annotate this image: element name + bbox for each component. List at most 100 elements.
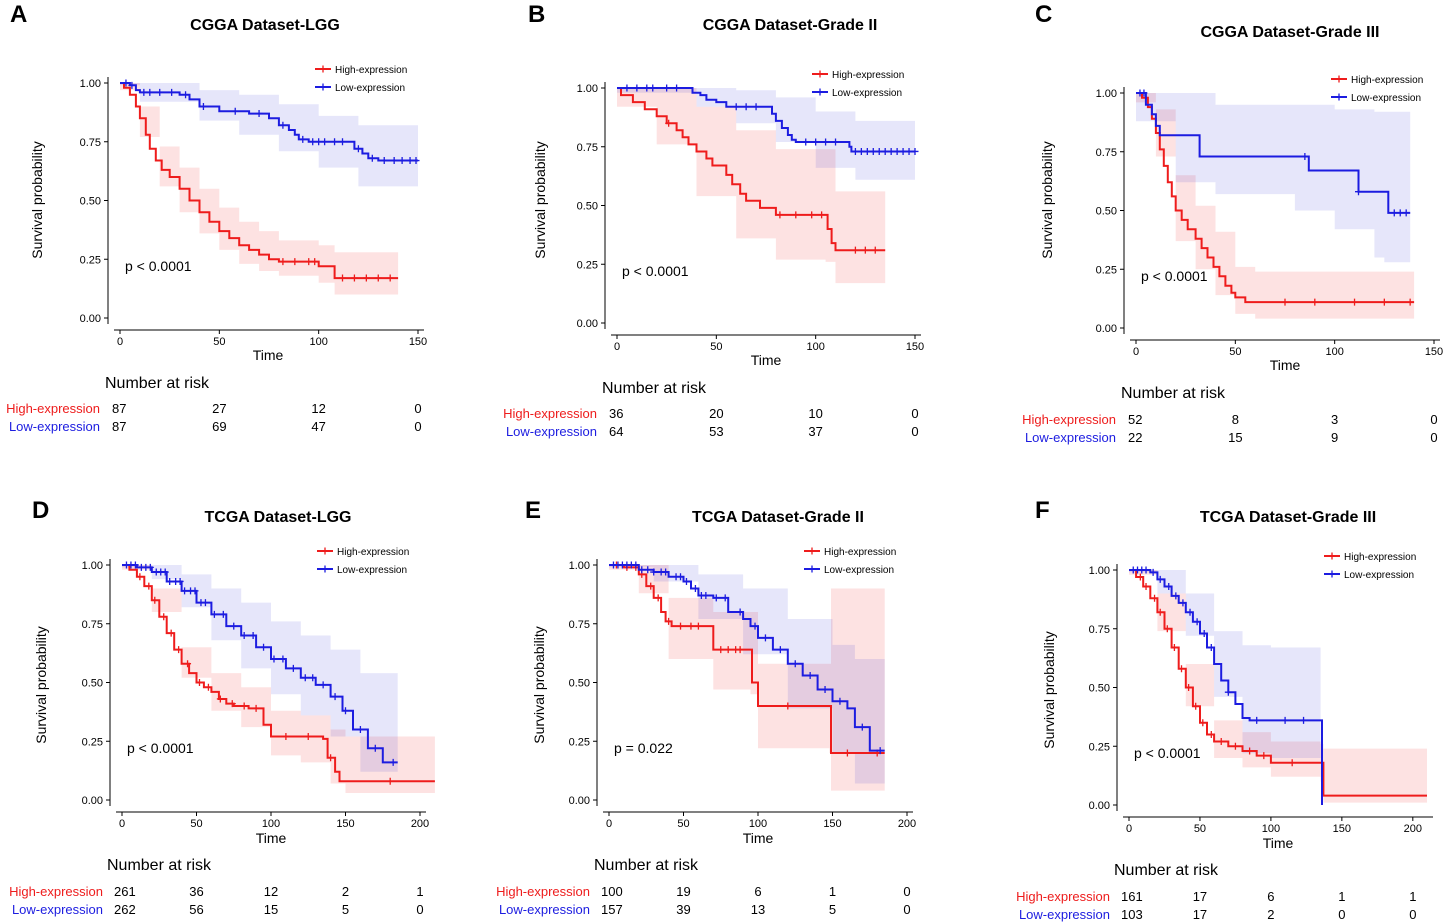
high-censor-mark [240, 702, 248, 710]
p-value-annotation: p < 0.0001 [622, 263, 689, 279]
risk-count: 0 [1338, 907, 1345, 922]
y-axis-label: Survival probability [29, 141, 45, 259]
risk-count: 2 [1267, 907, 1274, 922]
high-censor-mark [282, 733, 290, 741]
high-censor-mark [736, 646, 744, 654]
risk-count: 0 [911, 406, 918, 421]
x-tick-label: 0 [117, 336, 123, 348]
high-censor-mark [291, 258, 299, 266]
risk-count: 261 [114, 884, 136, 899]
x-axis-label: Time [1270, 357, 1301, 373]
risk-row-label: Low-expression [1019, 907, 1110, 922]
low-censor-mark [1396, 209, 1404, 217]
low-censor-mark [371, 744, 379, 752]
risk-count: 20 [709, 406, 723, 421]
risk-count: 0 [1409, 907, 1416, 922]
y-tick-label: 0.25 [1096, 264, 1117, 276]
legend-label: High-expression [1344, 552, 1416, 563]
low-censor-mark [176, 577, 184, 585]
y-axis-label: Survival probability [532, 141, 548, 259]
low-censor-mark [822, 138, 830, 146]
high-censor-mark [160, 613, 168, 621]
low-censor-mark [406, 157, 414, 165]
low-censor-mark [1165, 582, 1173, 590]
x-tick-label: 0 [606, 818, 612, 830]
high-censor-mark [1260, 752, 1268, 760]
risk-count: 17 [1193, 889, 1207, 904]
panel-letter: D [32, 497, 49, 524]
low-censor-mark [899, 147, 907, 155]
x-tick-label: 50 [1194, 823, 1206, 835]
y-tick-label: 0.50 [1096, 206, 1117, 218]
high-censor-mark [665, 119, 673, 127]
low-censor-mark [182, 91, 190, 99]
high-censor-mark [1231, 742, 1239, 750]
low-censor-mark [331, 693, 339, 701]
low-censor-mark [876, 747, 884, 755]
risk-count: 64 [609, 424, 623, 439]
low-expression-ci-band [617, 88, 915, 180]
risk-count: 17 [1193, 907, 1207, 922]
x-tick-label: 150 [1333, 823, 1351, 835]
risk-count: 1 [416, 884, 423, 899]
high-censor-mark [1185, 684, 1193, 691]
chart-title: CGGA Dataset-LGG [190, 17, 340, 34]
high-censor-mark [776, 211, 784, 219]
high-censor-mark [717, 646, 725, 654]
risk-count: 161 [1121, 889, 1143, 904]
risk-count: 0 [1430, 412, 1437, 427]
low-censor-mark [1300, 716, 1308, 724]
x-tick-label: 200 [1404, 823, 1422, 835]
y-tick-label: 1.00 [569, 560, 590, 572]
low-censor-mark [339, 138, 347, 146]
x-tick-label: 150 [409, 336, 427, 348]
panel-a: A CGGA Dataset-LGG 0.00 0.25 0.50 0.75 1.00 0 50… [6, 1, 427, 434]
legend-label: High-expression [337, 547, 409, 558]
low-censor-mark [682, 577, 690, 585]
low-censor-mark [751, 622, 759, 630]
risk-count: 8 [1232, 412, 1239, 427]
low-censor-mark [128, 81, 136, 89]
low-censor-mark [673, 84, 681, 92]
x-axis-label: Time [1263, 835, 1294, 851]
risk-count: 19 [676, 884, 690, 899]
low-expression-curve [617, 87, 915, 153]
x-tick-label: 150 [906, 341, 924, 353]
high-censor-mark [1207, 731, 1215, 738]
high-censor-mark [195, 679, 203, 686]
low-censor-mark [309, 674, 317, 682]
high-censor-mark [1151, 594, 1159, 602]
low-censor-mark [1172, 592, 1180, 600]
p-value-annotation: p = 0.022 [614, 740, 673, 756]
y-tick-label: 0.25 [82, 736, 103, 748]
high-censor-mark [1178, 665, 1185, 673]
low-censor-mark [368, 154, 376, 162]
low-censor-mark [279, 655, 287, 663]
legend-censor-icon [321, 547, 329, 555]
x-tick-label: 200 [411, 818, 429, 830]
low-censor-mark [1224, 688, 1232, 696]
low-censor-mark [249, 632, 257, 639]
risk-count: 100 [601, 884, 623, 899]
high-censor-mark [784, 702, 792, 710]
panel-letter: A [10, 1, 27, 28]
legend-censor-icon [1335, 93, 1343, 101]
risk-count: 0 [911, 424, 918, 439]
high-censor-mark [1380, 298, 1388, 306]
risk-count: 22 [1128, 430, 1142, 445]
high-censor-mark [304, 733, 312, 741]
low-censor-mark [869, 147, 877, 155]
high-censor-mark [167, 629, 175, 637]
y-tick-label: 0.00 [577, 318, 598, 330]
low-censor-mark [732, 103, 740, 111]
low-censor-mark [649, 84, 657, 92]
high-censor-mark [311, 258, 319, 266]
low-censor-mark [742, 103, 750, 111]
high-censor-mark [665, 617, 673, 625]
risk-count: 0 [416, 902, 423, 917]
risk-count: 87 [112, 419, 126, 434]
legend-label: High-expression [335, 65, 407, 76]
risk-row-label: Low-expression [499, 902, 590, 917]
x-tick-label: 100 [806, 341, 824, 353]
